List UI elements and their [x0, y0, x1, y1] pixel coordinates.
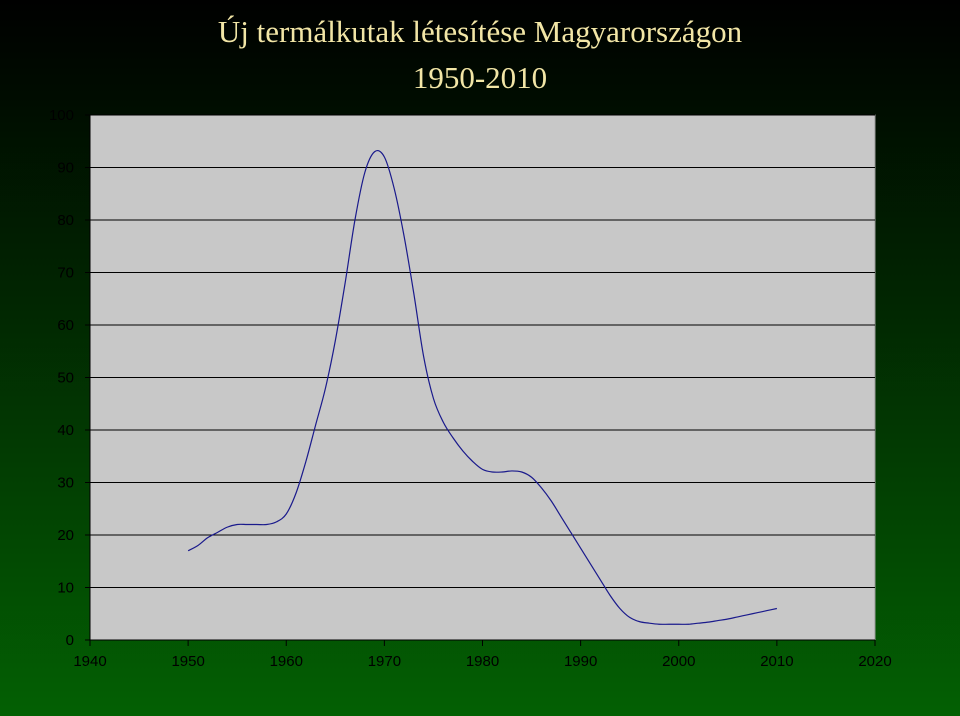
y-tick-label: 70 — [57, 265, 74, 282]
series-line — [187, 150, 778, 625]
y-tick-label: 10 — [57, 580, 74, 597]
x-tick-label: 2020 — [858, 653, 891, 670]
x-tick-label: 1950 — [171, 653, 204, 670]
x-tick-label: 1970 — [368, 653, 401, 670]
y-tick-label: 0 — [66, 632, 74, 649]
y-tick-label: 40 — [57, 422, 74, 439]
chart-title: Új termálkutak létesítése Magyarországon — [217, 14, 743, 49]
x-tick-label: 1990 — [564, 653, 597, 670]
y-tick-label: 50 — [57, 370, 74, 387]
y-tick-label: 90 — [57, 160, 74, 177]
x-tick-label: 1960 — [270, 653, 303, 670]
y-tick-label: 80 — [57, 212, 74, 229]
x-tick-label: 2010 — [760, 653, 793, 670]
y-tick-label: 60 — [57, 317, 74, 334]
y-tick-label: 20 — [57, 527, 74, 544]
x-tick-label: 2000 — [662, 653, 695, 670]
x-tick-label: 1980 — [466, 653, 499, 670]
x-tick-label: 1940 — [73, 653, 106, 670]
y-tick-label: 100 — [49, 107, 74, 124]
y-tick-label: 30 — [57, 475, 74, 492]
chart-subtitle: 1950-2010 — [412, 60, 548, 95]
